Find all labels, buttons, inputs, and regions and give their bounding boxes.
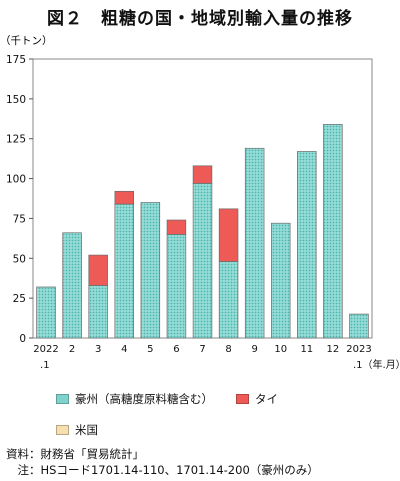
legend-item-australia: 豪州（高糖度原料糖含む） [56,391,213,407]
bar-australia [218,261,239,339]
legend-label-thailand: タイ [255,392,278,406]
bar-thailand [114,190,135,205]
y-tick-label: 175 [6,54,26,66]
y-tick-label: 75 [13,213,26,225]
legend-item-usa: 米国 [56,422,98,438]
bar-australia [88,285,108,339]
x-tick-label: 10 [274,344,287,355]
bar-australia [323,124,343,339]
legend-item-thailand: タイ [236,391,278,407]
bar-australia [244,147,265,339]
x-tick-sublabel: .1（年.月） [353,358,400,371]
legend-swatch-usa [56,425,69,435]
bar-australia [349,313,369,339]
bar-australia [192,183,213,339]
legend-swatch-thailand [236,394,249,404]
x-tick-label: 8 [225,344,231,355]
legend-swatch-australia [56,394,69,404]
legend-label-australia: 豪州（高糖度原料糖含む） [75,392,213,406]
bar-australia [270,222,291,339]
bar-australia [36,286,56,339]
y-tick-label: 0 [19,333,26,345]
x-tick-label: 2023 [346,344,371,355]
y-axis-label: （千トン） [0,35,53,47]
x-tick-label: 3 [95,344,101,355]
y-tick-label: 100 [6,174,26,186]
x-tick-label: 7 [199,344,205,355]
x-tick-label: 6 [173,344,179,355]
x-tick-label: 11 [300,344,313,355]
y-tick-label: 125 [6,134,26,146]
y-tick-label: 25 [13,293,26,305]
bar-thailand [88,254,108,286]
x-tick-label: 4 [121,344,127,355]
chart-title: 図２ 粗糖の国・地域別輸入量の推移 [47,9,353,29]
bar-australia [114,203,135,339]
source-note: 資料：財務省「貿易統計」 [6,447,144,461]
y-tick-label: 150 [6,94,26,106]
x-tick-label: 12 [327,344,340,355]
bar-thailand [192,165,213,184]
x-tick-label: 2 [69,344,75,355]
x-tick-label: 5 [147,344,153,355]
bar-australia [62,232,82,339]
legend-label-usa: 米国 [75,423,98,437]
bar-thailand [218,208,239,262]
x-tick-sublabel: .1 [40,360,50,371]
bar-australia [297,151,317,339]
bar-australia [140,202,161,339]
bar-thailand [166,219,187,235]
x-tick-label: 2022 [33,344,58,355]
y-tick-label: 50 [13,253,26,265]
bar-australia [166,234,187,339]
x-tick-label: 9 [251,344,257,355]
remark-note: 注：HSコード1701.14-110、1701.14-200（豪州のみ） [6,463,319,477]
